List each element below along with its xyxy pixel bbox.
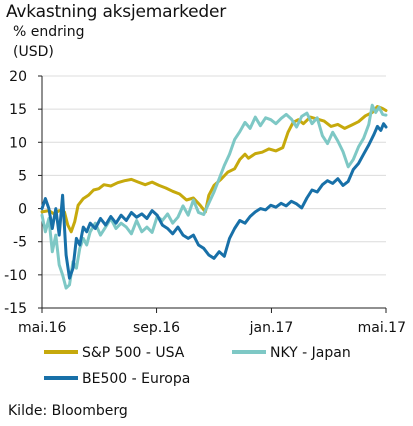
series-line-2 [40,103,388,290]
legend-label: BE500 - Europa [82,371,190,387]
y-tick-label: 15 [9,102,27,118]
series-line-3 [40,122,388,280]
y-unit-currency: (USD) [13,44,54,60]
series-lines [40,103,388,290]
legend-label: NKY - Japan [270,345,351,361]
y-tick-label: -5 [13,235,27,251]
x-tick-label: mai.16 [18,320,66,336]
x-tick-label: jan.17 [249,320,294,336]
y-tick-labels: 20 15 10 5 0 -5 -10 -15 [4,69,27,317]
y-tick-label: -10 [4,268,27,284]
y-unit-label: % endring [13,24,85,40]
y-tick-label: 10 [9,135,27,151]
source-note: Kilde: Bloomberg [8,403,128,419]
x-tick-label: sep.16 [133,320,180,336]
x-tick-labels: mai.16 sep.16 jan.17 mai.17 [18,320,406,336]
y-tick-label: 0 [18,202,27,218]
legend: S&P 500 - USA NKY - Japan BE500 - Europa [44,345,351,387]
series-line-1 [40,105,388,234]
legend-label: S&P 500 - USA [82,345,185,361]
chart-title: Avkastning aksjemarkeder [6,2,227,22]
y-tick-label: -15 [4,301,27,317]
y-tick-label: 5 [18,168,27,184]
axes [38,75,387,313]
x-tick-label: mai.17 [358,320,406,336]
grid-lines [42,75,386,276]
y-tick-label: 20 [9,69,27,85]
